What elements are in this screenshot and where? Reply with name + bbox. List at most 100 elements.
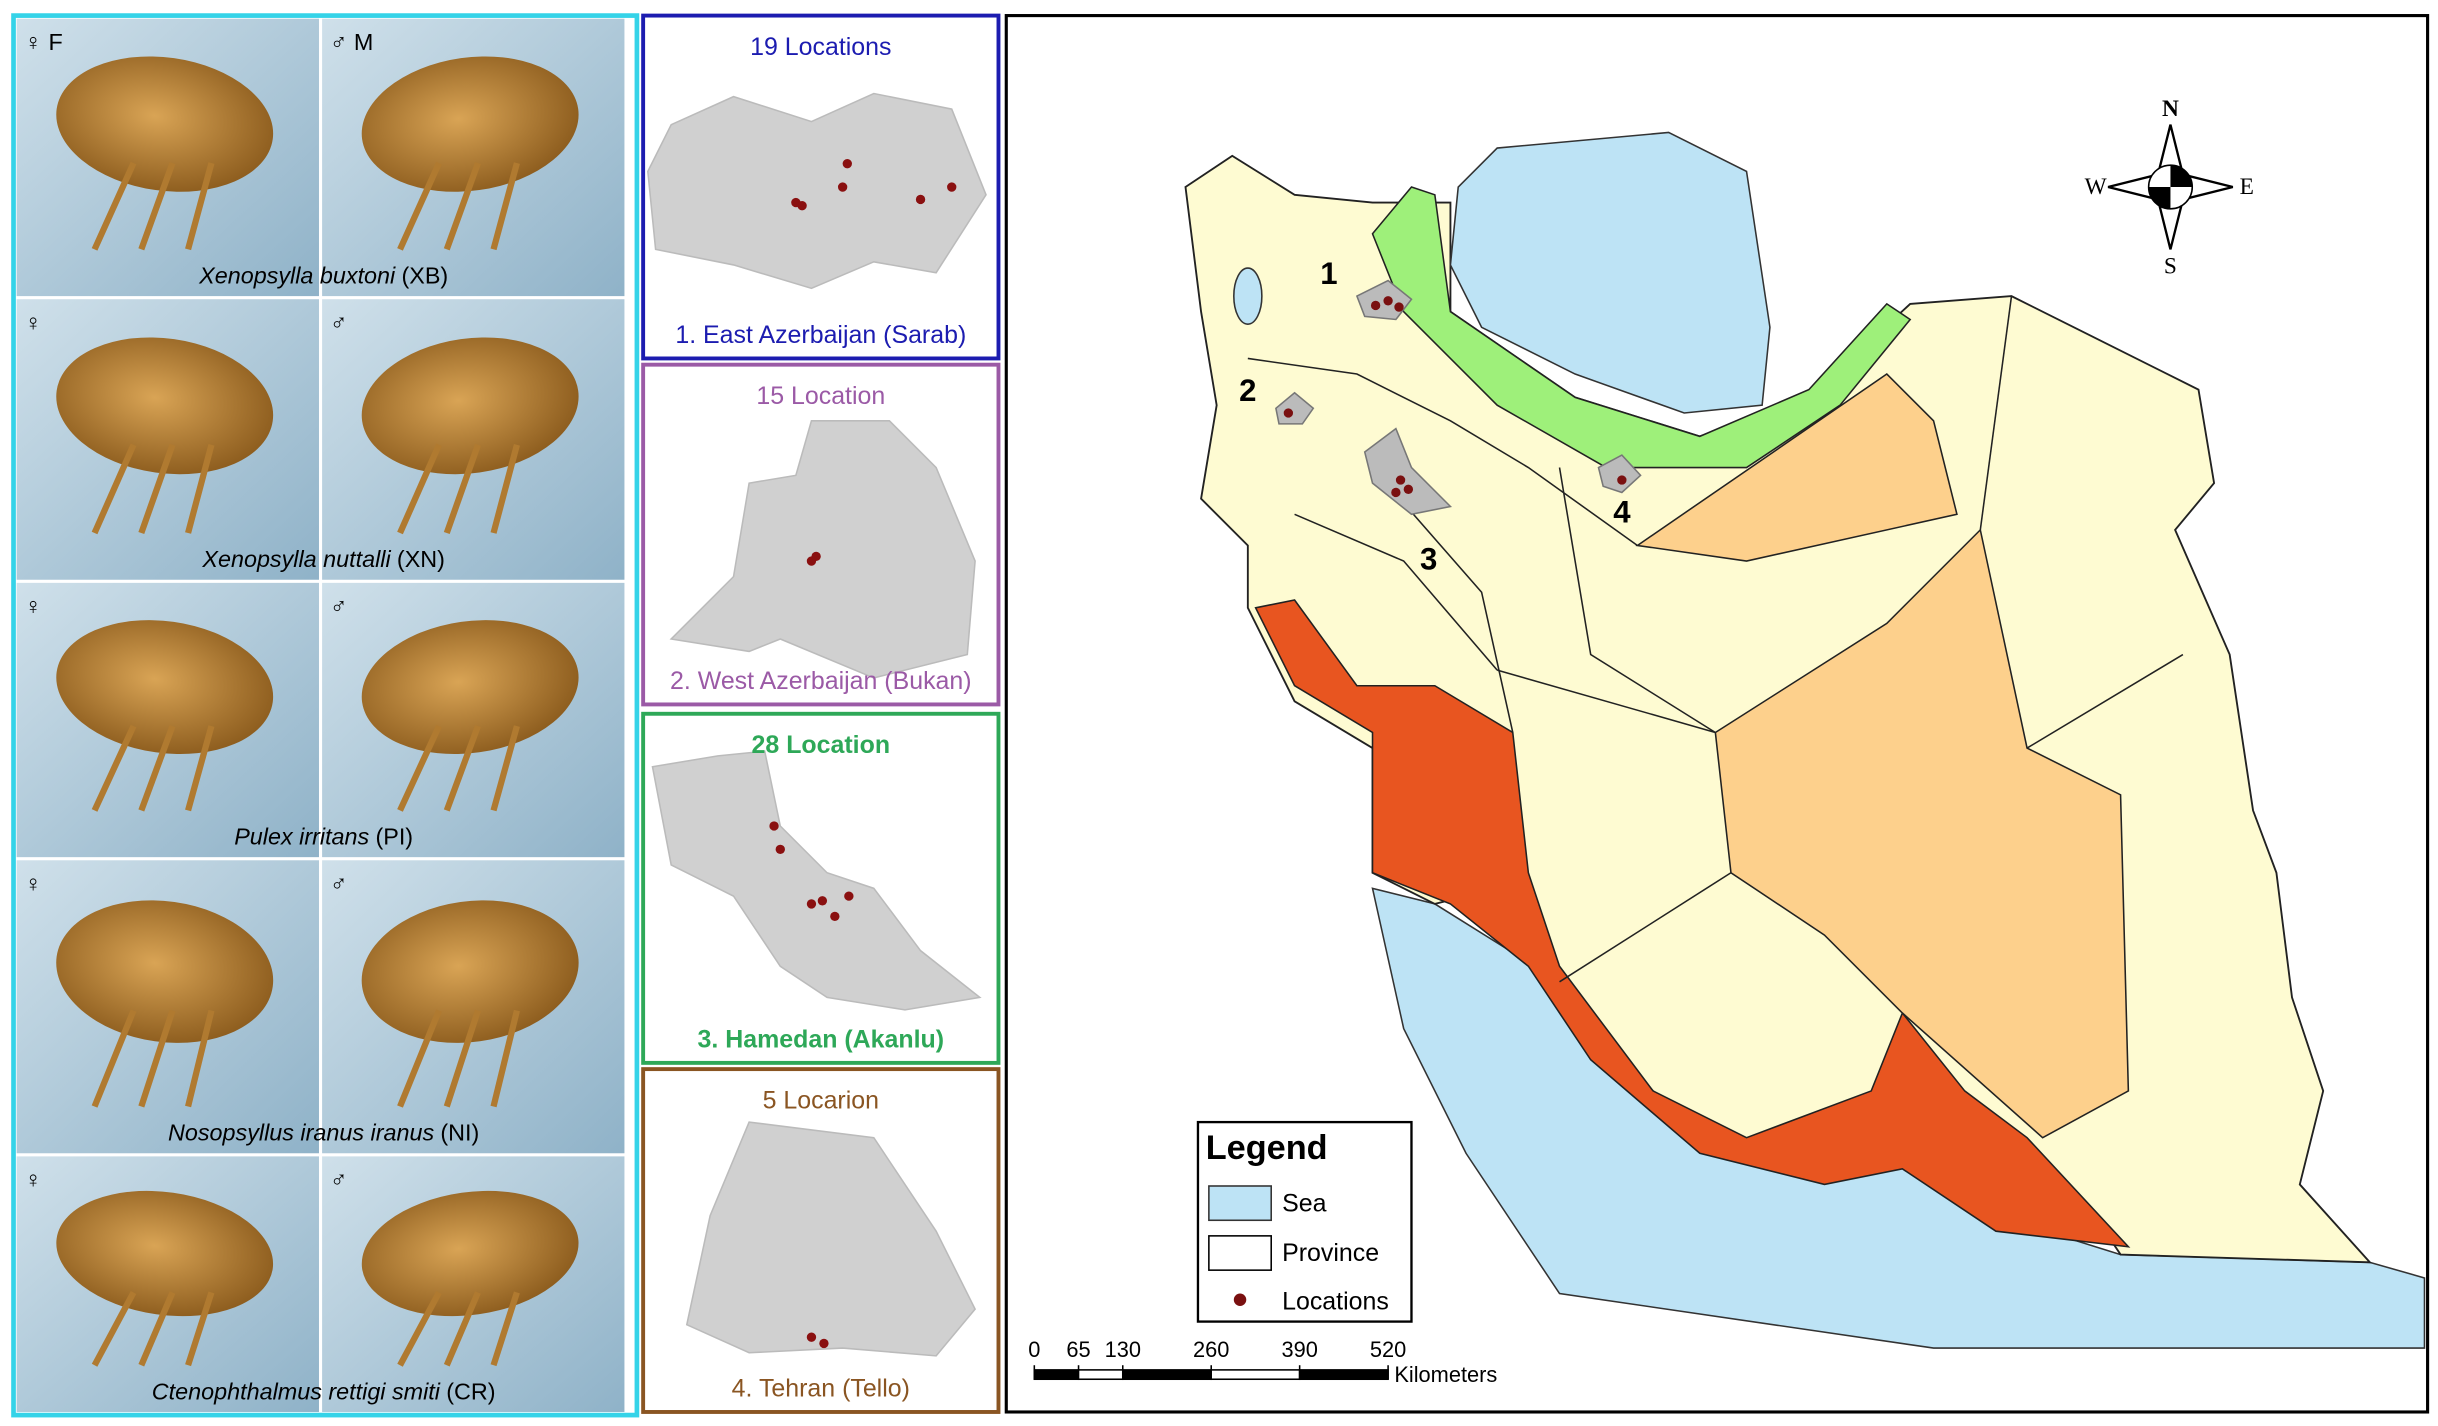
- compass-e: E: [2240, 174, 2254, 200]
- caspian-sea: [1449, 131, 1771, 414]
- flea-leg: [443, 724, 481, 812]
- legend-label: Locations: [1282, 1287, 1389, 1315]
- flea-leg: [185, 1009, 215, 1108]
- flea-leg: [91, 443, 137, 535]
- flea-leg: [443, 1291, 481, 1367]
- sex-label: ♂: [330, 593, 348, 619]
- flea-leg: [490, 162, 520, 251]
- site-shape: [647, 92, 987, 290]
- flea-body: [361, 337, 579, 475]
- sex-label: ♂: [330, 870, 348, 896]
- site-number: 2: [1239, 373, 1256, 408]
- flea-leg: [138, 1291, 176, 1367]
- site-location: [830, 911, 840, 922]
- central-province: [1635, 373, 1958, 562]
- flea-leg: [397, 724, 442, 812]
- sex-label: ♀: [24, 593, 42, 619]
- flea-leg: [397, 1290, 442, 1367]
- site-panels: 19 Locations 1. East Azerbaijan (Sarab) 15…: [641, 13, 1001, 1414]
- site-count: 15 Location: [756, 382, 885, 410]
- site-location: [817, 896, 828, 906]
- site-name: 4. Tehran (Tello): [732, 1375, 910, 1403]
- flea-leg: [490, 443, 520, 534]
- legend-title: Legend: [1206, 1129, 1328, 1167]
- species-abbr: (XN): [397, 546, 445, 572]
- site-dots: [1283, 296, 1627, 498]
- site-location: [819, 1338, 829, 1349]
- species-name: Pulex irritans: [234, 824, 369, 850]
- species-frame: [11, 13, 640, 1418]
- flea-body: [56, 337, 274, 475]
- scale-unit: Kilometers: [1394, 1362, 1497, 1387]
- scale-segment: [1121, 1369, 1212, 1381]
- site-areas: [1275, 279, 1642, 516]
- species-label: Nosopsyllus iranus iranus (NI): [168, 1120, 479, 1146]
- site-location: [947, 182, 957, 192]
- site-shape: [685, 1121, 977, 1357]
- north-provinces: [1371, 186, 1912, 469]
- site-number: 3: [1420, 541, 1437, 576]
- site-location: [806, 1332, 817, 1342]
- compass-n: N: [2162, 96, 2179, 122]
- flea-body: [56, 56, 274, 192]
- scale-label: 130: [1105, 1337, 1141, 1362]
- flea-leg: [91, 724, 137, 812]
- flea-leg: [185, 443, 215, 534]
- flea-leg: [138, 162, 176, 251]
- site-location: [844, 891, 854, 901]
- province-borders: [1247, 296, 2184, 983]
- sex-label: ♀: [24, 1166, 42, 1192]
- compass: N W E S: [2085, 96, 2254, 279]
- scale-label: 65: [1066, 1337, 1090, 1362]
- species-label: Pulex irritans (PI): [234, 824, 413, 850]
- legend: Legend Sea Province Locations: [1196, 1120, 1413, 1323]
- sex-label: ♂ M: [330, 29, 373, 55]
- flea-leg: [443, 443, 481, 535]
- species-label: Xenopsylla buxtoni (XB): [198, 263, 448, 289]
- sex-label: ♀ F: [24, 29, 62, 55]
- flea-leg: [91, 1009, 137, 1108]
- flea-leg: [490, 1009, 520, 1108]
- species-name: Xenopsylla buxtoni: [198, 263, 396, 289]
- scale-segment: [1210, 1369, 1301, 1381]
- species-abbr: (PI): [375, 824, 413, 850]
- flea-body: [361, 900, 579, 1043]
- flea-leg: [91, 1290, 137, 1367]
- site-name: 2. West Azerbaijan (Bukan): [670, 667, 972, 695]
- flea-leg: [397, 161, 442, 251]
- site-location: [811, 551, 821, 562]
- flea-leg: [185, 1291, 215, 1367]
- flea-leg: [138, 724, 176, 812]
- site-count: 28 Location: [752, 731, 890, 759]
- scale-segment: [1298, 1369, 1389, 1381]
- site-number: 1: [1320, 256, 1337, 291]
- site-location: [842, 158, 852, 169]
- species-panels: ♀ F ♂ M Xenopsylla buxtoni (XB) ♀ ♂ Xenopsylla…: [16, 18, 625, 1412]
- flea-body: [56, 1190, 274, 1317]
- flea-leg: [443, 1009, 481, 1108]
- flea-body: [361, 1190, 579, 1317]
- site-count: 19 Locations: [750, 33, 891, 61]
- scale-segment: [1077, 1369, 1124, 1381]
- sex-label: ♂: [330, 309, 348, 335]
- sex-label: ♀: [24, 309, 42, 335]
- flea-body: [361, 620, 579, 755]
- species-name: Ctenophthalmus rettigi smiti: [152, 1378, 441, 1404]
- species-abbr: (NI): [440, 1120, 479, 1146]
- site-location: [806, 899, 817, 909]
- compass-s: S: [2164, 253, 2177, 279]
- site-location: [915, 194, 926, 205]
- flea-leg: [397, 443, 442, 535]
- species-abbr: (CR): [446, 1378, 495, 1404]
- flea-body: [361, 56, 579, 192]
- site-location: [837, 182, 848, 192]
- site-location: [769, 821, 779, 831]
- species-label: Ctenophthalmus rettigi smiti (CR): [152, 1378, 496, 1404]
- sex-label: ♀: [24, 870, 42, 896]
- site-name: 1. East Azerbaijan (Sarab): [675, 321, 966, 349]
- site-count: 5 Locarion: [763, 1086, 879, 1114]
- flea-leg: [185, 725, 215, 812]
- legend-label: Province: [1282, 1239, 1379, 1267]
